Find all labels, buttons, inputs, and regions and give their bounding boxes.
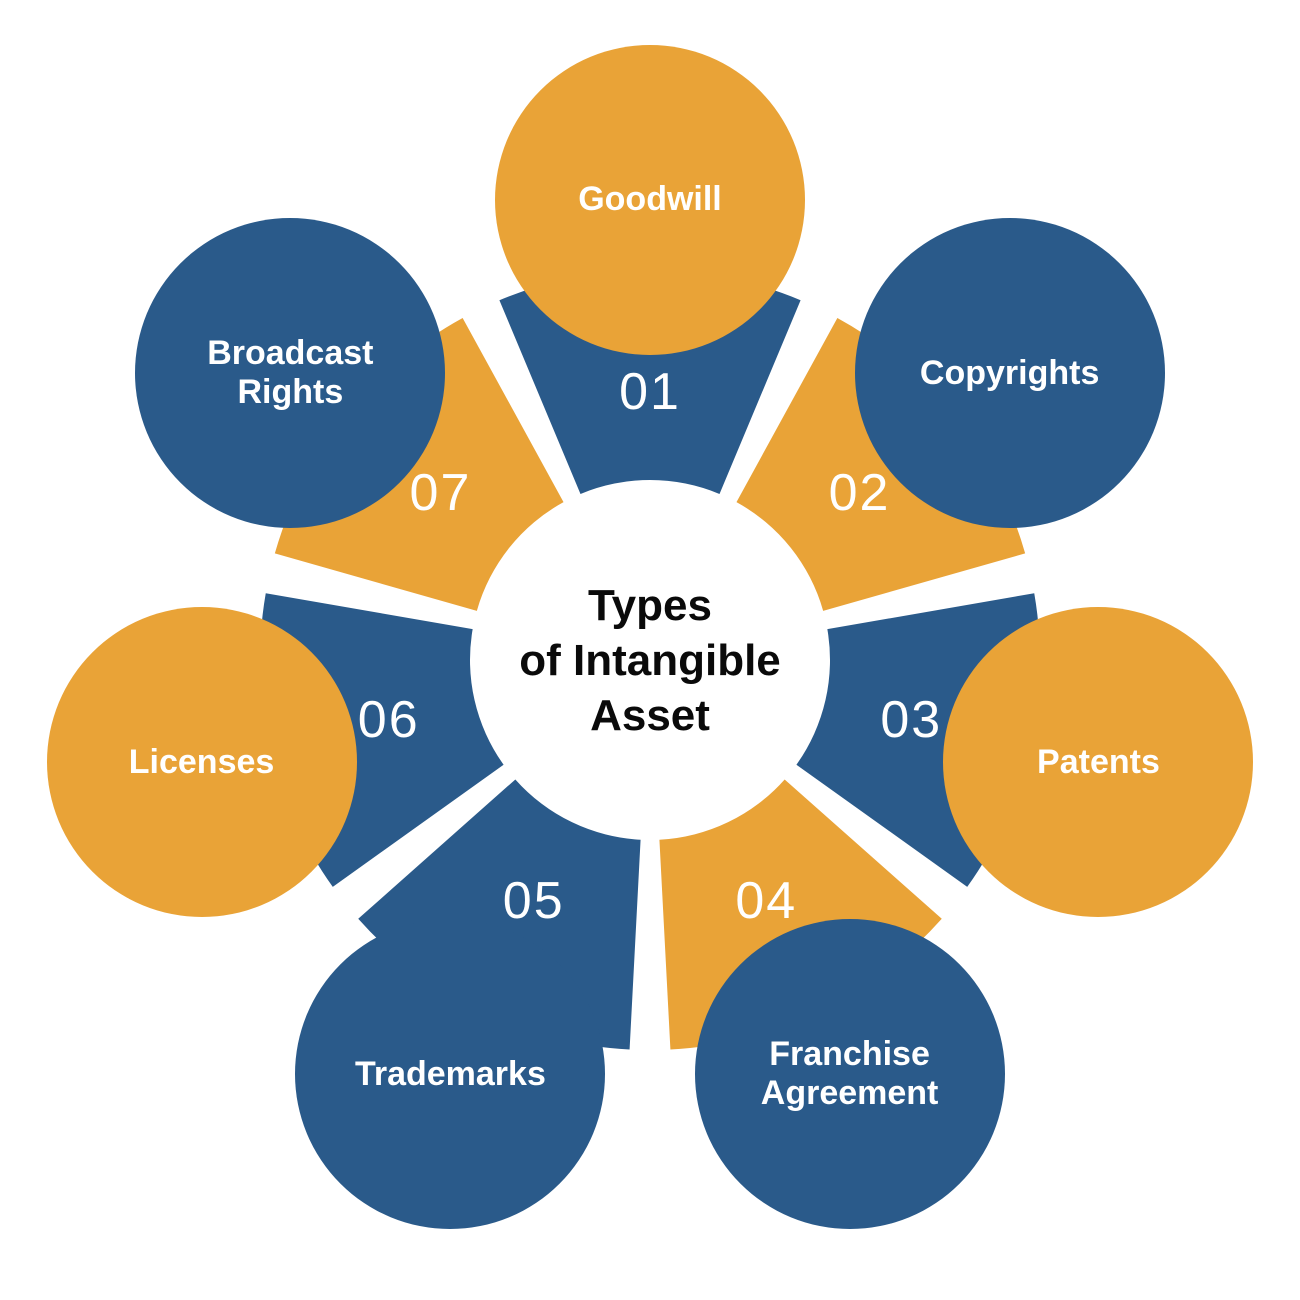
- outer-label-2: Copyrights: [920, 354, 1099, 393]
- center-title: Typesof IntangibleAsset: [519, 578, 781, 743]
- outer-label-5: Trademarks: [355, 1055, 546, 1094]
- radial-diagram: Typesof IntangibleAsset 01 Goodwill 02 Copy…: [0, 0, 1300, 1300]
- segment-number-5: 05: [503, 871, 565, 931]
- outer-label-6: Licenses: [129, 743, 275, 782]
- outer-label-3: Patents: [1037, 743, 1160, 782]
- outer-circle-4: FranchiseAgreement: [695, 919, 1005, 1229]
- segment-number-2: 02: [829, 463, 891, 523]
- outer-circle-1: Goodwill: [495, 45, 805, 355]
- segment-number-3: 03: [880, 690, 942, 750]
- center-hub: Typesof IntangibleAsset: [475, 485, 825, 835]
- outer-circle-7: BroadcastRights: [135, 218, 445, 528]
- outer-circle-2: Copyrights: [855, 218, 1165, 528]
- segment-number-1: 01: [619, 362, 681, 422]
- segment-number-4: 04: [735, 871, 797, 931]
- outer-label-7: BroadcastRights: [207, 334, 373, 412]
- outer-label-1: Goodwill: [578, 180, 722, 219]
- outer-circle-3: Patents: [943, 607, 1253, 917]
- outer-circle-5: Trademarks: [295, 919, 605, 1229]
- segment-number-7: 07: [410, 463, 472, 523]
- outer-label-4: FranchiseAgreement: [761, 1035, 939, 1113]
- segment-number-6: 06: [358, 690, 420, 750]
- outer-circle-6: Licenses: [47, 607, 357, 917]
